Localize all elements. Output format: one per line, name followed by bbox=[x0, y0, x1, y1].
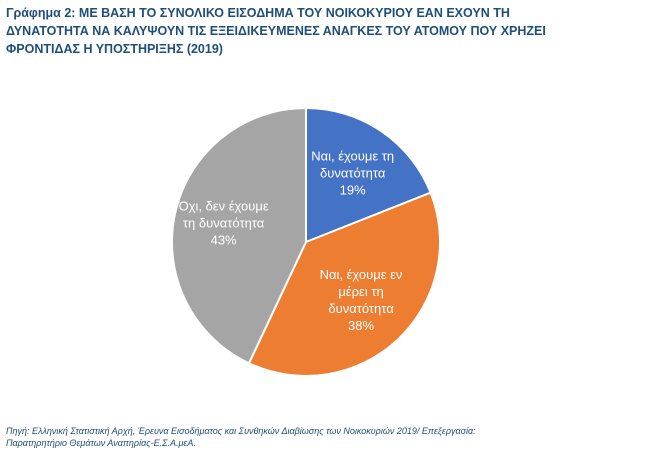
slice-data-label: Ναι, έχουμε τη δυνατότητα 19% bbox=[311, 148, 394, 197]
pie-slice bbox=[171, 106, 307, 365]
pie-slices bbox=[171, 106, 441, 377]
source-note: Πηγή: Ελληνική Στατιστική Αρχή, Έρευνα Ε… bbox=[6, 426, 476, 448]
slice-data-label: Όχι, δεν έχουμε τη δυνατότητα 43% bbox=[178, 199, 269, 248]
chart-title: Γράφημα 2: ΜΕ ΒΑΣΗ ΤΟ ΣΥΝΟΛΙΚΟ ΕΙΣΟΔΗΜΑ … bbox=[6, 6, 546, 56]
pie-slice bbox=[247, 191, 441, 377]
slice-data-label: Ναι, έχουμε εν μέρει τη δυνατότητα 38% bbox=[320, 267, 403, 333]
pie-labels: Ναι, έχουμε τη δυνατότητα 19% Ναι, έχουμε ε… bbox=[178, 148, 403, 333]
pie-slice bbox=[305, 106, 432, 244]
